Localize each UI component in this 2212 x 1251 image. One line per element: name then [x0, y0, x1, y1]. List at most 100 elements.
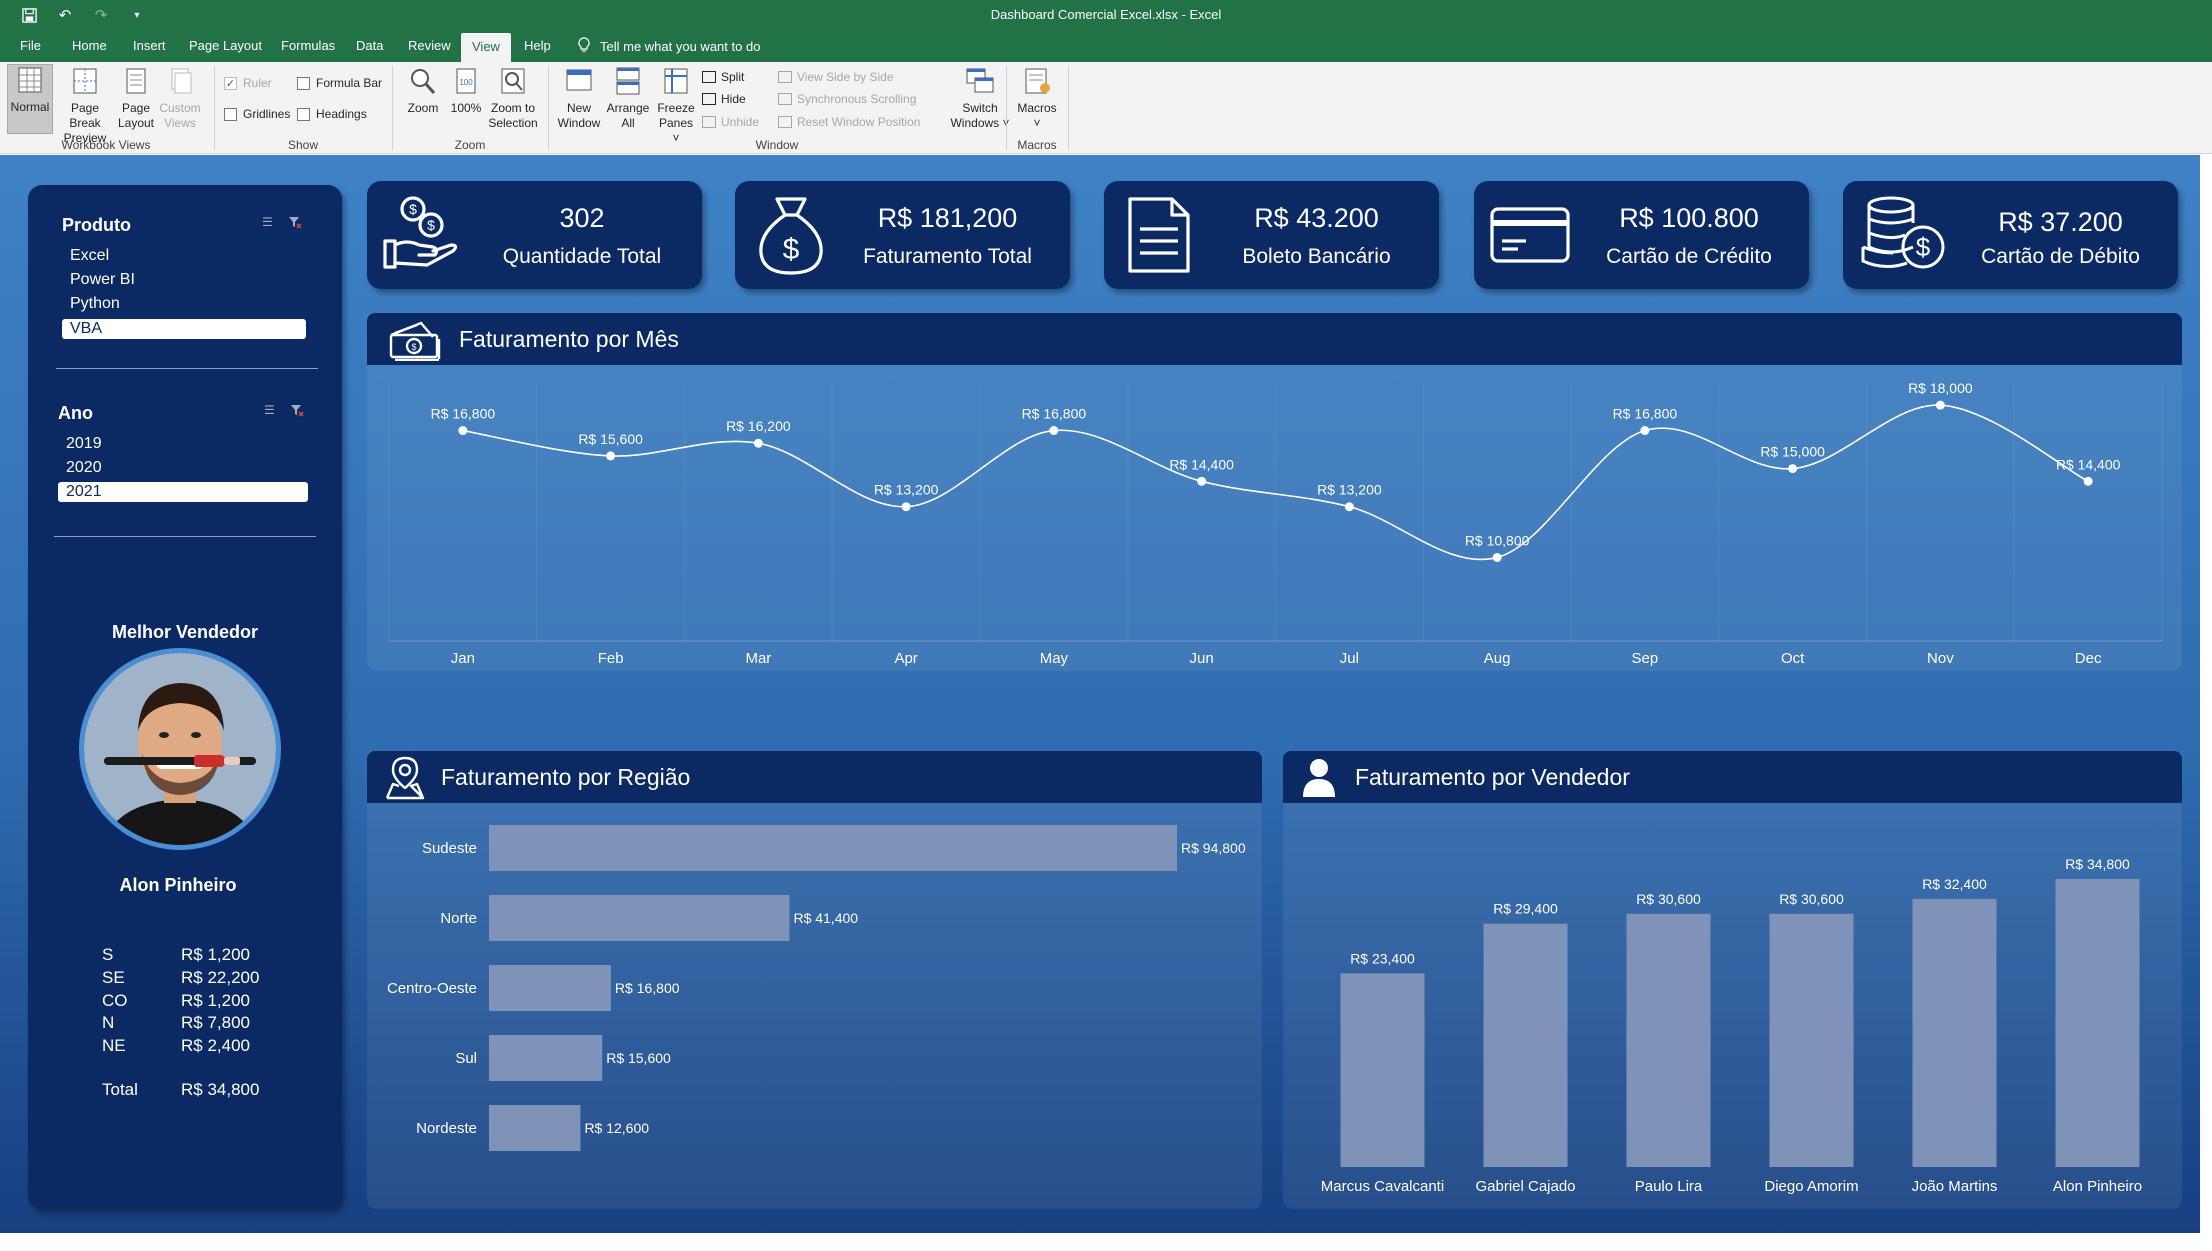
month-line-chart: R$ 16,800 Jan R$ 15,600 Feb R$ 16,200 Mar R$ 1… [388, 380, 2163, 667]
person-icon [1303, 759, 1335, 797]
page-layout-view-button[interactable]: Page Layout [116, 66, 156, 131]
kpi-label: Cartão de Crédito [1606, 245, 1772, 268]
save-icon[interactable] [18, 4, 40, 26]
split-button[interactable]: Split [702, 70, 744, 84]
kpi-label: Boleto Bancário [1242, 245, 1391, 268]
gridlines-checkbox[interactable]: Gridlines [224, 107, 290, 121]
tick-label: Sudeste [422, 840, 477, 857]
normal-view-button[interactable]: Normal [7, 64, 53, 134]
formula-bar-label: Formula Bar [316, 76, 383, 90]
tab-file[interactable]: File [20, 38, 41, 53]
reset-window-position-button[interactable]: Reset Window Position [778, 115, 920, 129]
tab-help[interactable]: Help [524, 38, 551, 53]
slicer-item-2020[interactable]: 2020 [66, 459, 102, 476]
data-label: R$ 34,800 [2065, 856, 2130, 872]
arrange-label-1: Arrange [606, 101, 650, 115]
page-break-label-1: Page Break [69, 101, 101, 130]
group-zoom: Zoom [454, 138, 486, 152]
tell-me-box[interactable]: Tell me what you want to do [578, 37, 760, 56]
tab-insert[interactable]: Insert [133, 38, 166, 53]
seller-photo [79, 648, 281, 850]
bar [489, 965, 611, 1011]
unhide-button[interactable]: Unhide [702, 115, 759, 129]
switch-windows-button[interactable]: Switch Windows ˅ [950, 66, 1010, 131]
zoom-to-selection-button[interactable]: Zoom to Selection [486, 66, 540, 131]
region-bar-chart: Sudeste R$ 94,800 Norte R$ 41,400 Centro-Oes… [387, 825, 1246, 1151]
data-label: R$ 23,400 [1350, 950, 1415, 966]
data-label: R$ 41,400 [793, 910, 858, 926]
tick-label: Feb [598, 650, 624, 667]
page-break-preview-button[interactable]: Page Break Preview [54, 66, 116, 146]
ribbon-separator [548, 66, 549, 150]
undo-icon[interactable]: ↶ [58, 7, 72, 24]
tab-formulas[interactable]: Formulas [281, 38, 336, 53]
data-label: R$ 13,200 [1317, 482, 1382, 498]
data-label: R$ 10,800 [1465, 532, 1530, 548]
zoom-100-icon: 100 [456, 68, 476, 94]
kpi-value: R$ 181,200 [877, 203, 1018, 233]
data-label: R$ 30,600 [1636, 891, 1701, 907]
custom-views-icon [171, 68, 192, 94]
headings-checkbox[interactable]: Headings [297, 107, 367, 121]
macros-caret: ˅ [1033, 116, 1041, 130]
new-window-button[interactable]: New Window [556, 66, 602, 131]
zoom-button[interactable]: Zoom [402, 66, 444, 116]
seller-chart-panel [1283, 751, 2182, 1209]
slicer-item-2019[interactable]: 2019 [66, 435, 102, 452]
formula-bar-checkbox[interactable]: Formula Bar [297, 76, 382, 90]
data-label: R$ 94,800 [1181, 840, 1246, 856]
ribbon-separator [214, 66, 215, 150]
sidebar-panel: Produto ☰ Excel Power BI Python VBA Ano … [28, 185, 342, 1209]
kpi-label: Quantidade Total [502, 245, 662, 268]
money-bag-icon: $ [759, 197, 823, 275]
dollar-text: $ [1916, 232, 1931, 262]
ruler-checkbox[interactable]: ✓ Ruler [224, 76, 272, 90]
slicer-item-excel[interactable]: Excel [70, 247, 110, 264]
freeze-panes-button[interactable]: Freeze Panes ˅ [654, 66, 698, 146]
tick-label: João Martins [1912, 1178, 1998, 1195]
data-label: R$ 16,800 [431, 406, 496, 422]
seller-name: Alon Pinheiro [119, 875, 237, 895]
custom-views-button[interactable]: Custom Views [158, 66, 202, 131]
page-layout-label-1: Page [121, 101, 151, 115]
side-by-side-icon [778, 71, 792, 83]
synchronous-scrolling-button[interactable]: Synchronous Scrolling [778, 92, 916, 106]
macros-button[interactable]: Macros ˅ [1012, 66, 1062, 131]
page-break-label-2: Preview [63, 131, 107, 145]
data-label: R$ 16,800 [1613, 406, 1678, 422]
view-side-by-side-button[interactable]: View Side by Side [778, 70, 894, 84]
tab-data[interactable]: Data [356, 38, 384, 53]
kpi-card-faturamento: $ R$ 181,200 Faturamento Total [735, 181, 1070, 289]
tell-me-label: Tell me what you want to do [600, 39, 761, 54]
clear-filter-icon[interactable] [290, 403, 306, 417]
multi-select-icon[interactable]: ☰ [262, 215, 273, 229]
slicer-item-vba[interactable]: VBA [62, 319, 306, 339]
tick-label: Sul [455, 1050, 477, 1067]
slicer-item-python[interactable]: Python [70, 295, 120, 312]
tab-home[interactable]: Home [72, 38, 107, 53]
tab-review[interactable]: Review [408, 38, 451, 53]
page-layout-icon [126, 68, 146, 94]
ruler-label: Ruler [243, 76, 272, 90]
credit-card-icon [1490, 207, 1570, 263]
slicer-item-power-bi[interactable]: Power BI [70, 271, 135, 288]
redo-icon[interactable]: ↷ [94, 7, 108, 24]
multi-select-icon[interactable]: ☰ [264, 403, 275, 417]
hide-button[interactable]: Hide [702, 92, 746, 106]
unhide-label: Unhide [721, 115, 760, 129]
zoom-100-button[interactable]: 100 100% [446, 66, 486, 116]
data-point [2083, 476, 2093, 486]
slicer-item-2021[interactable]: 2021 [58, 482, 308, 502]
tab-view[interactable]: View [461, 33, 511, 62]
freeze-label-2: Panes ˅ [658, 116, 694, 145]
tab-page-layout[interactable]: Page Layout [189, 38, 263, 53]
arrange-all-button[interactable]: Arrange All [604, 66, 652, 131]
zoom-label: Zoom [407, 101, 439, 115]
worksheet[interactable]: Produto ☰ Excel Power BI Python VBA Ano … [0, 155, 2212, 1237]
bar [1483, 923, 1568, 1167]
gridlines-label: Gridlines [243, 107, 291, 121]
data-label: R$ 16,200 [726, 418, 791, 434]
divider [56, 368, 318, 369]
clear-filter-icon[interactable] [288, 215, 304, 229]
customize-toolbar-icon[interactable]: ▾ [134, 9, 140, 21]
